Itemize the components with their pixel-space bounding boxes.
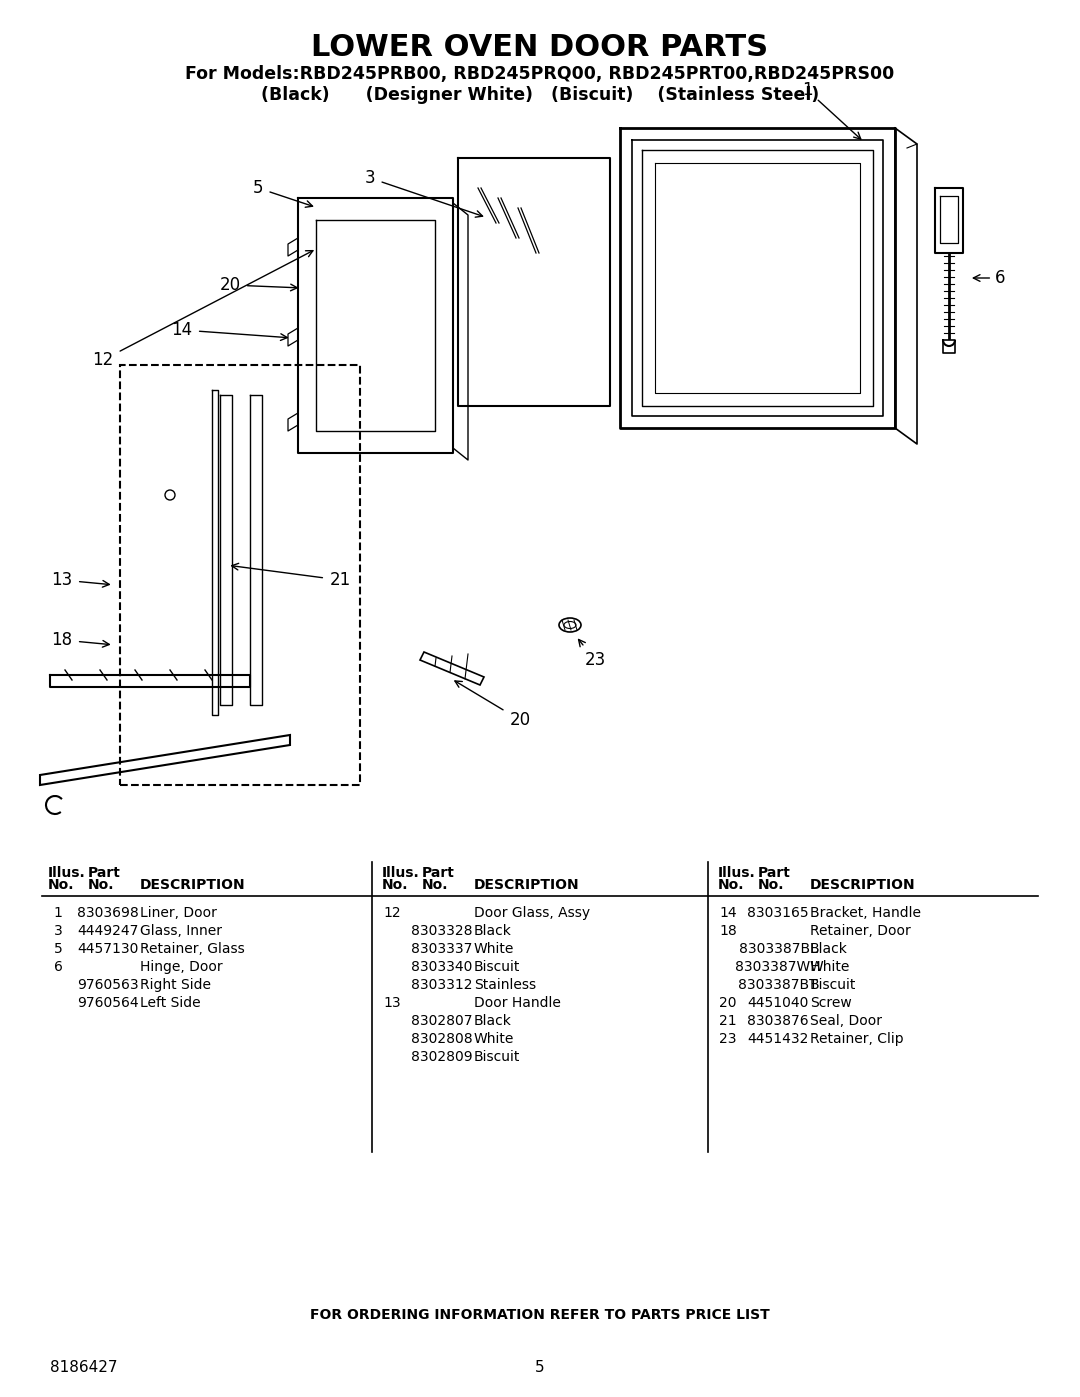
Text: 13: 13 (52, 571, 109, 590)
Text: 21: 21 (719, 1014, 737, 1028)
Text: Bracket, Handle: Bracket, Handle (810, 907, 921, 921)
Text: 8303876: 8303876 (747, 1014, 809, 1028)
Text: Biscuit: Biscuit (474, 1051, 521, 1065)
Text: FOR ORDERING INFORMATION REFER TO PARTS PRICE LIST: FOR ORDERING INFORMATION REFER TO PARTS … (310, 1308, 770, 1322)
Text: 8303698: 8303698 (77, 907, 139, 921)
Text: 6: 6 (54, 960, 63, 974)
Text: 12: 12 (383, 907, 401, 921)
Text: No.: No. (422, 877, 448, 893)
Text: 3: 3 (54, 923, 63, 937)
Text: 8302808: 8302808 (411, 1032, 473, 1046)
Text: (Black)      (Designer White)   (Biscuit)    (Stainless Steel): (Black) (Designer White) (Biscuit) (Stai… (261, 87, 819, 103)
Text: 8303387BT: 8303387BT (739, 978, 818, 992)
Text: No.: No. (758, 877, 784, 893)
Text: 8302807: 8302807 (411, 1014, 473, 1028)
Text: 9760564: 9760564 (77, 996, 139, 1010)
Text: 8303312: 8303312 (411, 978, 473, 992)
Text: Retainer, Door: Retainer, Door (810, 923, 910, 937)
Text: Hinge, Door: Hinge, Door (140, 960, 222, 974)
Text: White: White (474, 942, 514, 956)
Text: 9760563: 9760563 (77, 978, 139, 992)
Text: Illus.: Illus. (48, 866, 85, 880)
Text: No.: No. (718, 877, 744, 893)
Text: No.: No. (48, 877, 75, 893)
Text: 8303387BL: 8303387BL (739, 942, 818, 956)
Text: Left Side: Left Side (140, 996, 201, 1010)
Text: 1: 1 (801, 81, 861, 140)
Text: 18: 18 (719, 923, 737, 937)
Text: 4451040: 4451040 (747, 996, 809, 1010)
Text: Retainer, Glass: Retainer, Glass (140, 942, 245, 956)
Text: Black: Black (474, 923, 512, 937)
Text: 8302809: 8302809 (411, 1051, 473, 1065)
Text: Biscuit: Biscuit (474, 960, 521, 974)
Text: No.: No. (87, 877, 114, 893)
Text: 5: 5 (536, 1361, 544, 1375)
Text: 3: 3 (365, 169, 483, 217)
Text: Black: Black (474, 1014, 512, 1028)
Text: For Models:RBD245PRB00, RBD245PRQ00, RBD245PRT00,RBD245PRS00: For Models:RBD245PRB00, RBD245PRQ00, RBD… (186, 66, 894, 82)
Ellipse shape (564, 622, 576, 629)
Text: 13: 13 (383, 996, 401, 1010)
Text: Right Side: Right Side (140, 978, 211, 992)
Text: 8303337: 8303337 (411, 942, 473, 956)
Text: DESCRIPTION: DESCRIPTION (810, 877, 916, 893)
Text: Stainless: Stainless (474, 978, 536, 992)
Text: 18: 18 (52, 631, 109, 650)
Text: 5: 5 (54, 942, 63, 956)
Text: Screw: Screw (810, 996, 852, 1010)
Text: 8303387WH: 8303387WH (735, 960, 821, 974)
Text: Black: Black (810, 942, 848, 956)
Text: 14: 14 (172, 321, 287, 341)
Text: Liner, Door: Liner, Door (140, 907, 217, 921)
Text: 20: 20 (719, 996, 737, 1010)
Text: DESCRIPTION: DESCRIPTION (140, 877, 245, 893)
Text: 23: 23 (719, 1032, 737, 1046)
Text: 1: 1 (54, 907, 63, 921)
Text: 4449247: 4449247 (78, 923, 138, 937)
Text: 6: 6 (973, 270, 1005, 286)
Bar (120, 365, 360, 785)
Text: Part: Part (87, 866, 121, 880)
Text: 8303328: 8303328 (411, 923, 473, 937)
Text: White: White (810, 960, 850, 974)
Text: 5: 5 (253, 179, 312, 207)
Text: Part: Part (758, 866, 791, 880)
Text: Illus.: Illus. (382, 866, 420, 880)
Text: Door Glass, Assy: Door Glass, Assy (474, 907, 590, 921)
Text: No.: No. (382, 877, 408, 893)
Text: 14: 14 (719, 907, 737, 921)
Text: 8303165: 8303165 (747, 907, 809, 921)
Text: Glass, Inner: Glass, Inner (140, 923, 222, 937)
Text: Door Handle: Door Handle (474, 996, 561, 1010)
Text: DESCRIPTION: DESCRIPTION (474, 877, 580, 893)
Text: LOWER OVEN DOOR PARTS: LOWER OVEN DOOR PARTS (311, 34, 769, 63)
Text: 20: 20 (455, 680, 530, 729)
Text: 4457130: 4457130 (78, 942, 138, 956)
Text: Illus.: Illus. (718, 866, 756, 880)
Text: Retainer, Clip: Retainer, Clip (810, 1032, 904, 1046)
Text: Seal, Door: Seal, Door (810, 1014, 882, 1028)
Text: Biscuit: Biscuit (810, 978, 856, 992)
Text: 4451432: 4451432 (747, 1032, 809, 1046)
Text: White: White (474, 1032, 514, 1046)
Text: 23: 23 (579, 640, 606, 669)
Text: Part: Part (422, 866, 455, 880)
Text: 8186427: 8186427 (50, 1361, 118, 1375)
Text: 8303340: 8303340 (411, 960, 473, 974)
Text: 20: 20 (219, 277, 297, 293)
Text: 21: 21 (232, 563, 351, 590)
Text: 12: 12 (93, 250, 313, 369)
